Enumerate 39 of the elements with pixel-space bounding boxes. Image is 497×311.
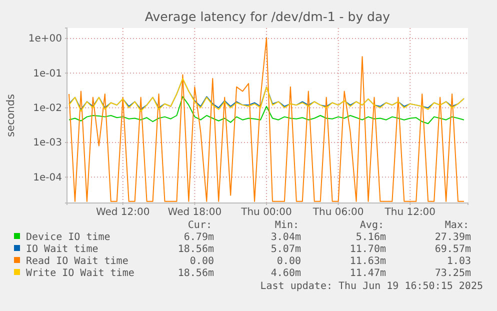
- chart-title: Average latency for /dev/dm-1 - by day: [144, 9, 391, 24]
- x-tick-label: Wed 18:00: [168, 207, 222, 218]
- y-tick-label: 1e-01: [33, 68, 62, 80]
- text: 18.56m: [178, 244, 214, 255]
- text: 69.57m: [434, 244, 471, 255]
- text: 5.07m: [270, 244, 301, 255]
- legend-label: IO Wait time: [26, 244, 98, 255]
- y-tick-label: 1e-02: [33, 103, 62, 114]
- text: 3.04m: [270, 232, 301, 243]
- text: 27.39m: [434, 232, 471, 243]
- legend-label: Device IO time: [26, 232, 110, 243]
- text: 4.60m: [270, 268, 301, 279]
- text: 11.63m: [350, 256, 386, 267]
- y-tick-label: 1e+00: [28, 34, 62, 45]
- text: 0.00: [276, 256, 301, 267]
- text: Max:: [444, 220, 469, 231]
- x-tick-label: Wed 12:00: [96, 207, 150, 218]
- y-axis-title: seconds: [5, 94, 17, 137]
- y-tick-label: 1e-04: [33, 172, 62, 184]
- text: 11.47m: [350, 268, 386, 279]
- x-tick-label: Thu 06:00: [312, 207, 364, 218]
- text: 11.70m: [350, 244, 386, 255]
- text: 0.00: [190, 256, 214, 267]
- legend-label: Read IO Wait time: [26, 256, 128, 267]
- text: Cur:: [188, 220, 212, 231]
- text: 5.16m: [356, 232, 386, 243]
- line-series: [68, 96, 465, 124]
- x-tick-label: Thu 12:00: [384, 207, 436, 218]
- text: 18.56m: [178, 268, 214, 279]
- text: 73.25m: [434, 268, 471, 279]
- x-tick-label: Thu 00:00: [240, 207, 292, 218]
- text: Min:: [274, 220, 299, 231]
- line-series: [68, 37, 465, 202]
- text: 6.79m: [184, 232, 214, 243]
- legend-label: Write IO Wait time: [26, 268, 134, 279]
- y-tick-label: 1e-03: [33, 138, 62, 149]
- text: Avg:: [360, 220, 384, 231]
- text: 1.03: [446, 256, 471, 267]
- text: Last update: Thu Jun 19 16:50:15 2025: [260, 281, 483, 292]
